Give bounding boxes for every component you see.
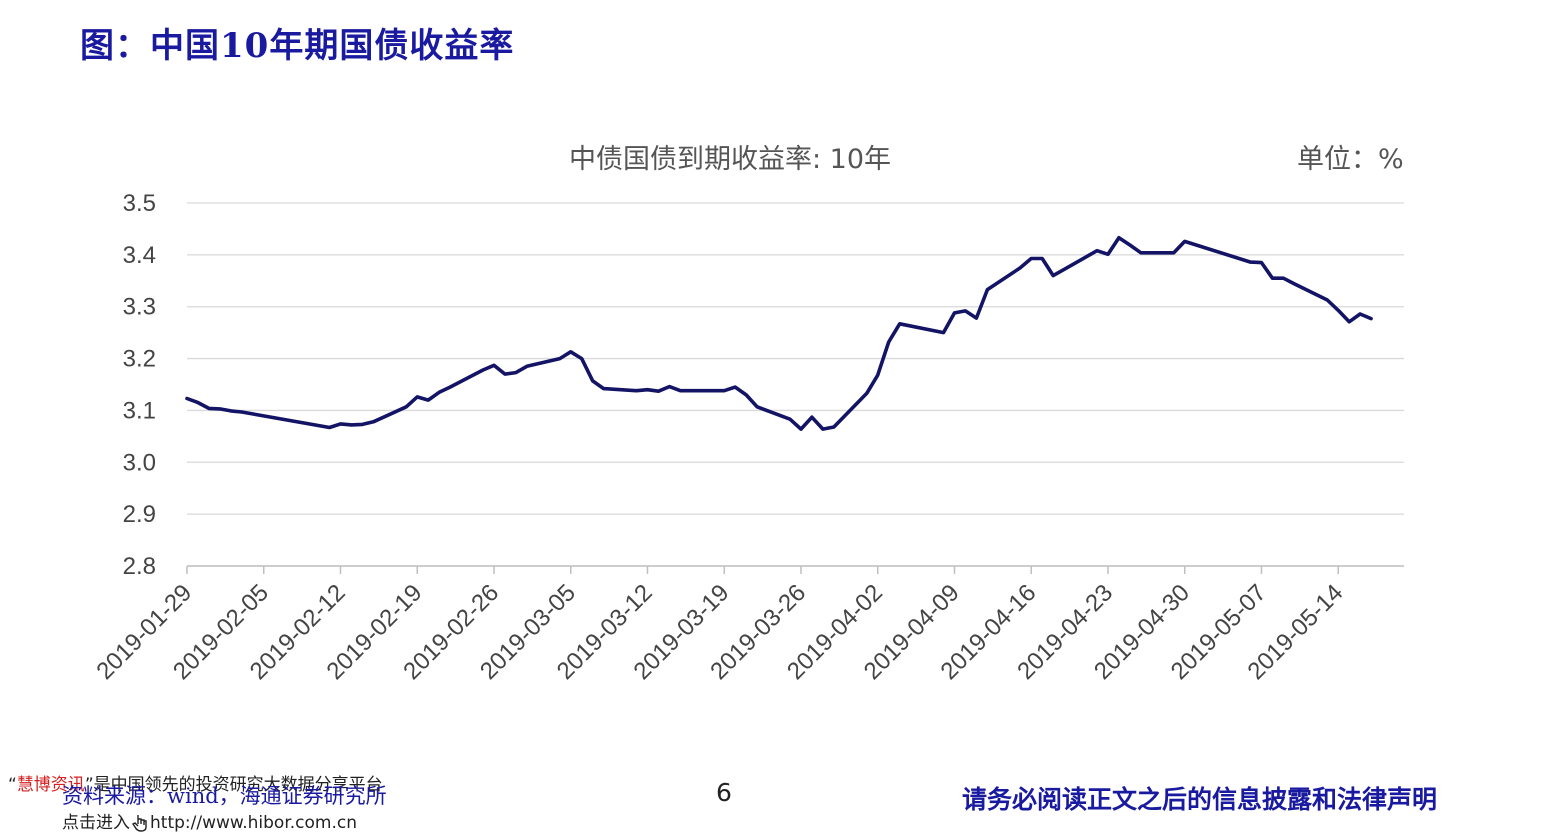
watermark-url[interactable]: http://www.hibor.com.cn xyxy=(150,813,357,833)
y-tick-label: 3.3 xyxy=(123,294,156,321)
y-tick-label: 3.1 xyxy=(123,397,156,424)
watermark: “慧博资讯”是中国领先的投资研究大数据分享平台 xyxy=(8,770,383,795)
page-title: 图：中国10年期国债收益率 xyxy=(80,26,515,66)
series-layer xyxy=(185,235,1373,431)
chart-title: 中债国债到期收益率: 10年 xyxy=(568,144,892,175)
watermark-text: 是中国领先的投资研究大数据分享平台 xyxy=(93,775,383,795)
y-tick-label: 3.0 xyxy=(123,449,156,476)
y-tick-label: 2.8 xyxy=(123,553,156,580)
x-axis-ticks: 2019-01-292019-02-052019-02-122019-02-19… xyxy=(91,579,1348,685)
watermark-brand[interactable]: 慧博资讯 xyxy=(16,775,85,795)
y-axis-ticks: 3.5 3.4 3.3 3.2 3.1 3.0 2.9 2.8 xyxy=(123,190,156,580)
watermark-link-line[interactable]: 点击进入 http://www.hibor.com.cn xyxy=(62,808,357,833)
watermark-quote-close: ” xyxy=(84,775,94,795)
grid-lines xyxy=(187,202,1404,567)
hand-pointer-icon xyxy=(132,815,147,832)
watermark-link-prefix: 点击进入 xyxy=(62,813,130,833)
footer-source: 资料来源：wind，海通证券研究所 xyxy=(62,784,387,808)
page-number: 6 xyxy=(716,778,732,807)
watermark-quote-open: “ xyxy=(8,775,17,795)
y-tick-label: 2.9 xyxy=(123,501,156,528)
unit-label: 单位：% xyxy=(1297,144,1404,175)
x-axis xyxy=(186,565,1404,574)
line-chart: 3.5 3.4 3.3 3.2 3.1 3.0 2.9 2.8 2019-01-292019-… xyxy=(91,190,1404,685)
y-tick-label: 3.2 xyxy=(123,346,156,373)
series-line xyxy=(185,235,1373,431)
footer-disclaimer: 请务必阅读正文之后的信息披露和法律声明 xyxy=(962,785,1438,814)
y-tick-label: 3.5 xyxy=(123,190,156,217)
y-tick-label: 3.4 xyxy=(123,242,156,269)
